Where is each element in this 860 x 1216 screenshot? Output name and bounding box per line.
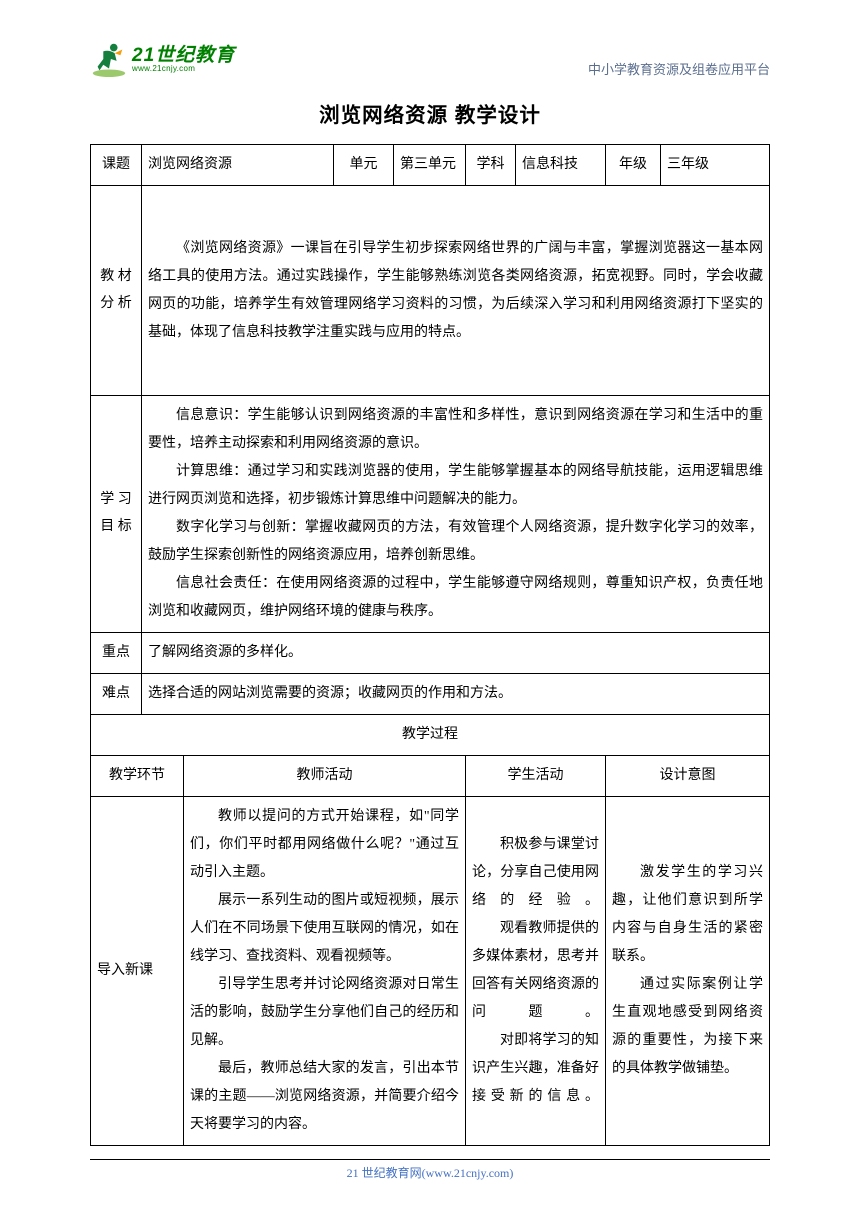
- objectives-label: 学 习目 标: [91, 396, 142, 633]
- page-header: 21世纪教育 www.21cnjy.com 中小学教育资源及组卷应用平台: [90, 40, 770, 78]
- logo-url: www.21cnjy.com: [132, 65, 235, 73]
- page-footer: 21 世纪教育网(www.21cnjy.com): [90, 1159, 770, 1181]
- topic-label: 课题: [91, 145, 142, 186]
- col-teacher: 教师活动: [184, 756, 466, 797]
- difficulty-text: 选择合适的网站浏览需要的资源；收藏网页的作用和方法。: [142, 674, 770, 715]
- objective-1: 信息意识：学生能够认识到网络资源的丰富性和多样性，意识到网络资源在学习和生活中的…: [148, 402, 763, 458]
- col-stage: 教学环节: [91, 756, 184, 797]
- document-page: 21世纪教育 www.21cnjy.com 中小学教育资源及组卷应用平台 浏览网…: [0, 0, 860, 1216]
- student-p1: 积极参与课堂讨论，分享自己使用网络的经验。: [472, 831, 599, 915]
- intent-cell: 激发学生的学习兴趣，让他们意识到所学内容与自身生活的紧密联系。 通过实际案例让学…: [606, 797, 770, 1146]
- footer-brand: 21 世纪教育网: [347, 1166, 422, 1180]
- analysis-row: 教 材分 析 《浏览网络资源》一课旨在引导学生初步探索网络世界的广阔与丰富，掌握…: [91, 186, 770, 396]
- stage-text: 导入新课: [97, 963, 153, 978]
- student-p3: 对即将学习的知识产生兴趣，准备好接受新的信息。: [472, 1027, 599, 1111]
- col-student: 学生活动: [466, 756, 606, 797]
- keypoint-row: 重点 了解网络资源的多样化。: [91, 633, 770, 674]
- analysis-text: 《浏览网络资源》一课旨在引导学生初步探索网络世界的广阔与丰富，掌握浏览器这一基本…: [148, 235, 763, 347]
- analysis-cell: 《浏览网络资源》一课旨在引导学生初步探索网络世界的广阔与丰富，掌握浏览器这一基本…: [142, 186, 770, 396]
- grade-value: 三年级: [661, 145, 770, 186]
- logo-runner-icon: [90, 40, 128, 78]
- logo-brand: 21世纪教育: [132, 46, 235, 65]
- difficulty-row: 难点 选择合适的网站浏览需要的资源；收藏网页的作用和方法。: [91, 674, 770, 715]
- document-title: 浏览网络资源 教学设计: [90, 98, 770, 128]
- process-row-1: 导入新课 教师以提问的方式开始课程，如"同学们，你们平时都用网络做什么呢？"通过…: [91, 797, 770, 1146]
- teacher-p2: 展示一系列生动的图片或短视频，展示人们在不同场景下使用互联网的情况，如在线学习、…: [190, 887, 459, 971]
- grade-label: 年级: [606, 145, 661, 186]
- objectives-row: 学 习目 标 信息意识：学生能够认识到网络资源的丰富性和多样性，意识到网络资源在…: [91, 396, 770, 633]
- objective-2: 计算思维：通过学习和实践浏览器的使用，学生能够掌握基本的网络导航技能，运用逻辑思…: [148, 458, 763, 514]
- teacher-p4: 最后，教师总结大家的发言，引出本节课的主题——浏览网络资源，并简要介绍今天将要学…: [190, 1055, 459, 1139]
- stage-cell: 导入新课: [91, 797, 184, 1146]
- logo: 21世纪教育 www.21cnjy.com: [90, 40, 235, 78]
- intent-p1: 激发学生的学习兴趣，让他们意识到所学内容与自身生活的紧密联系。: [612, 859, 763, 971]
- footer-url: (www.21cnjy.com): [422, 1166, 514, 1180]
- teacher-p3: 引导学生思考并讨论网络资源对日常生活的影响，鼓励学生分享他们自己的经历和见解。: [190, 971, 459, 1055]
- objective-3: 数字化学习与创新：掌握收藏网页的方法，有效管理个人网络资源，提升数字化学习的效率…: [148, 514, 763, 570]
- unit-value: 第三单元: [394, 145, 466, 186]
- process-head-row: 教学过程: [91, 715, 770, 756]
- analysis-label: 教 材分 析: [91, 186, 142, 396]
- process-heading: 教学过程: [91, 715, 770, 756]
- intent-p2: 通过实际案例让学生直观地感受到网络资源的重要性，为接下来的具体教学做铺垫。: [612, 971, 763, 1083]
- objective-4: 信息社会责任：在使用网络资源的过程中，学生能够遵守网络规则，尊重知识产权，负责任…: [148, 570, 763, 626]
- difficulty-label: 难点: [91, 674, 142, 715]
- keypoint-text: 了解网络资源的多样化。: [142, 633, 770, 674]
- teacher-p1: 教师以提问的方式开始课程，如"同学们，你们平时都用网络做什么呢？"通过互动引入主…: [190, 803, 459, 887]
- unit-label: 单元: [334, 145, 394, 186]
- subject-value: 信息科技: [516, 145, 606, 186]
- col-intent: 设计意图: [606, 756, 770, 797]
- lesson-plan-table: 课题 浏览网络资源 单元 第三单元 学科 信息科技 年级 三年级 教 材分 析 …: [90, 144, 770, 1146]
- student-cell: 积极参与课堂讨论，分享自己使用网络的经验。 观看教师提供的多媒体素材，思考并回答…: [466, 797, 606, 1146]
- subject-label: 学科: [466, 145, 516, 186]
- topic-value: 浏览网络资源: [142, 145, 334, 186]
- logo-text-block: 21世纪教育 www.21cnjy.com: [132, 46, 235, 73]
- meta-row: 课题 浏览网络资源 单元 第三单元 学科 信息科技 年级 三年级: [91, 145, 770, 186]
- objectives-cell: 信息意识：学生能够认识到网络资源的丰富性和多样性，意识到网络资源在学习和生活中的…: [142, 396, 770, 633]
- process-columns-row: 教学环节 教师活动 学生活动 设计意图: [91, 756, 770, 797]
- teacher-cell: 教师以提问的方式开始课程，如"同学们，你们平时都用网络做什么呢？"通过互动引入主…: [184, 797, 466, 1146]
- student-p2: 观看教师提供的多媒体素材，思考并回答有关网络资源的问题。: [472, 915, 599, 1027]
- keypoint-label: 重点: [91, 633, 142, 674]
- platform-label: 中小学教育资源及组卷应用平台: [588, 59, 770, 78]
